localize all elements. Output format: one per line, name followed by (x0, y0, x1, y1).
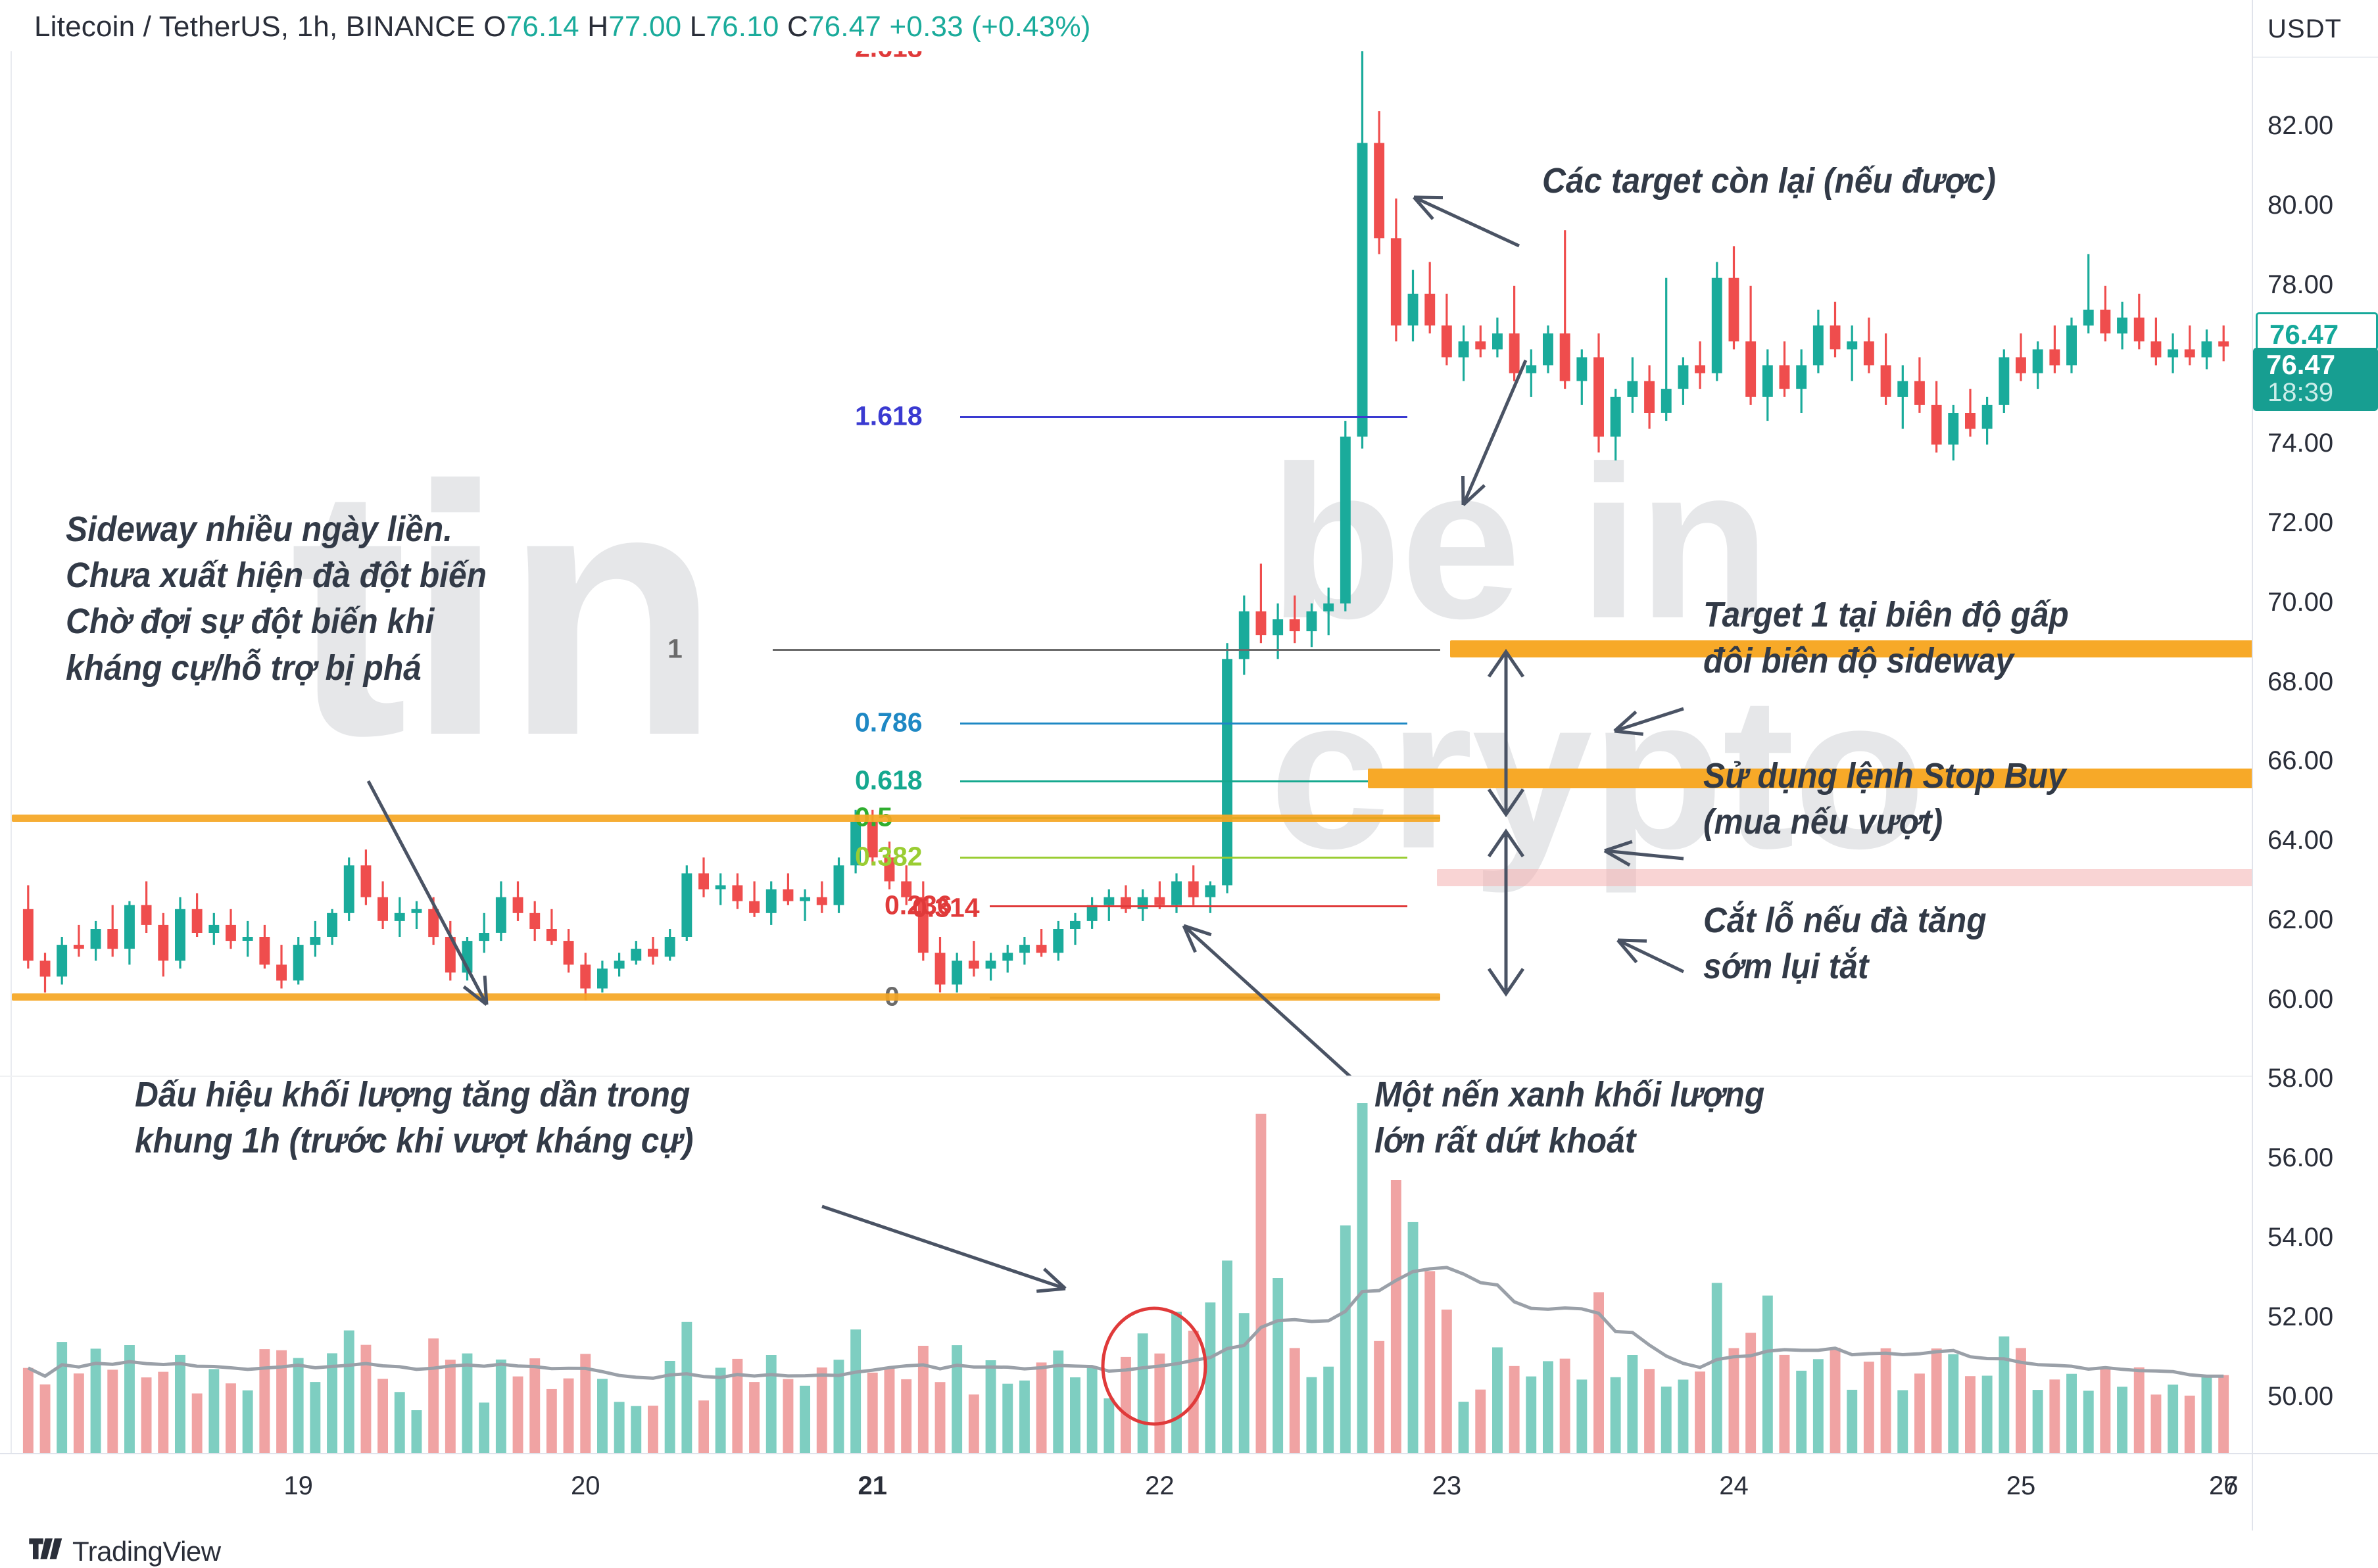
last-price-tag-outline-value: 76.47 (2269, 319, 2339, 350)
legend-close-value: 76.47 (808, 11, 882, 43)
price-axis-unit: USDT (2268, 14, 2342, 43)
axis-corner (2252, 1453, 2378, 1532)
fib-label-1: 1 (667, 633, 683, 664)
fib-line-1[interactable] (773, 649, 1440, 652)
tradingview-logo[interactable]: TradingView (29, 1536, 221, 1567)
candlestick-series (22, 51, 2229, 1001)
price-axis-label: 50.00 (2268, 1381, 2334, 1411)
last-price-countdown: 18:39 (2268, 378, 2334, 408)
price-axis-label: 58.00 (2268, 1064, 2334, 1093)
annotation-green-candle: Một nến xanh khối lượng lớn rất dứt khoá… (1374, 1075, 1765, 1161)
annotation-sideway: Sideway nhiều ngày liền. Chưa xuất hiện … (66, 510, 487, 688)
time-axis[interactable]: 19 20 21 22 23 24 25 26 27 (0, 1453, 2252, 1532)
zone-stop-buy-zone[interactable] (1368, 768, 2252, 788)
price-axis-label: 68.00 (2268, 667, 2334, 696)
fib-label-0.786: 0.786 (855, 707, 923, 738)
legend-low-value: 76.10 (706, 11, 779, 43)
fib-line-0.786[interactable] (960, 723, 1407, 725)
price-axis-label: 66.00 (2268, 746, 2334, 776)
last-price-tag: 76.47 18:39 (2253, 348, 2378, 412)
price-axis-label: 72.00 (2268, 508, 2334, 537)
legend-change: +0.33 (+0.43%) (889, 11, 1091, 43)
legend-high-label: H (587, 11, 609, 43)
fib-anchor-line (1261, 51, 1263, 997)
time-axis-label: 23 (1432, 1471, 1462, 1500)
price-axis-label: 62.00 (2268, 905, 2334, 934)
fib-label-0.618: 0.618 (855, 765, 923, 795)
price-axis-separator (2253, 57, 2378, 58)
legend-open-label: O (483, 11, 506, 43)
chart-footer: TradingView (0, 1531, 2378, 1568)
time-axis-label: 27 (2208, 1471, 2239, 1500)
chart-left-border (11, 51, 12, 1453)
chart-header: Litecoin / TetherUS, 1h, BINANCE O76.14 … (0, 0, 2378, 51)
fib-line-1.618[interactable] (960, 416, 1407, 418)
annotation-stop-loss: Cắt lỗ nếu đà tăng sớm lụi tắt (1703, 901, 1987, 987)
fib-label-0.314: 0.314 (912, 892, 980, 923)
last-price-tag-outline: 76.47 (2256, 312, 2378, 351)
chart-legend[interactable]: Litecoin / TetherUS, 1h, BINANCE O76.14 … (34, 11, 1091, 43)
annotation-volume-signal: Dấu hiệu khối lượng tăng dần trong khung… (135, 1075, 694, 1161)
fib-label-0.236: 0.236 (885, 890, 952, 920)
last-price-value: 76.47 (2266, 349, 2336, 381)
price-axis-label: 80.00 (2268, 191, 2334, 220)
volume-pane[interactable] (0, 1077, 2252, 1453)
legend-high-value: 77.00 (608, 11, 682, 43)
fib-line-0.382[interactable] (960, 857, 1407, 859)
annotation-stop-buy: Sử dụng lệnh Stop Buy (mua nếu vượt) (1703, 756, 2066, 842)
fib-line-0.236[interactable] (990, 905, 1407, 907)
resistance-line[interactable] (12, 814, 1440, 822)
time-axis-label: 20 (571, 1471, 600, 1500)
legend-close-label: C (787, 11, 808, 43)
price-axis-label: 78.00 (2268, 270, 2334, 299)
fib-label-2.618: 2.618 (855, 51, 923, 63)
price-axis-label: 82.00 (2268, 111, 2334, 141)
price-axis-label: 52.00 (2268, 1302, 2334, 1331)
fib-line-0.618[interactable] (960, 780, 1407, 782)
zone-stop-loss-zone[interactable] (1437, 868, 2252, 886)
time-axis-label: 22 (1145, 1471, 1175, 1500)
price-axis-label: 74.00 (2268, 429, 2334, 458)
annotation-target-1: Target 1 tại biên độ gấp đôi biên độ sid… (1703, 595, 2069, 681)
zone-target-1-zone[interactable] (1450, 640, 2252, 658)
time-axis-label: 24 (1719, 1471, 1749, 1500)
time-axis-label: 25 (2006, 1471, 2036, 1500)
tradingview-wordmark: TradingView (72, 1536, 221, 1567)
fib-label-0.382: 0.382 (855, 841, 923, 872)
support-line[interactable] (12, 993, 1440, 1001)
legend-low-label: L (689, 11, 706, 43)
price-axis-label: 64.00 (2268, 826, 2334, 855)
price-axis-label: 54.00 (2268, 1222, 2334, 1252)
time-axis-label: 21 (858, 1471, 888, 1500)
price-axis-label: 56.00 (2268, 1143, 2334, 1173)
time-axis-label: 19 (283, 1471, 313, 1500)
annotation-remaining-targets: Các target còn lại (nếu được) (1542, 161, 1996, 201)
tradingview-mark-icon (29, 1538, 62, 1559)
price-axis-label: 60.00 (2268, 984, 2334, 1014)
price-axis[interactable]: USDT 82.00 80.00 78.00 74.00 72.00 70.00 68.00… (2252, 0, 2378, 1453)
pane-divider[interactable] (0, 1076, 2252, 1077)
legend-symbol[interactable]: Litecoin / TetherUS, 1h, BINANCE (34, 11, 475, 43)
time-axis-label: 26 (2208, 1471, 2239, 1500)
volume-series (22, 1103, 2229, 1453)
fib-label-1.618: 1.618 (855, 400, 923, 431)
price-axis-label: 70.00 (2268, 587, 2334, 617)
legend-open-value: 76.14 (506, 11, 579, 43)
